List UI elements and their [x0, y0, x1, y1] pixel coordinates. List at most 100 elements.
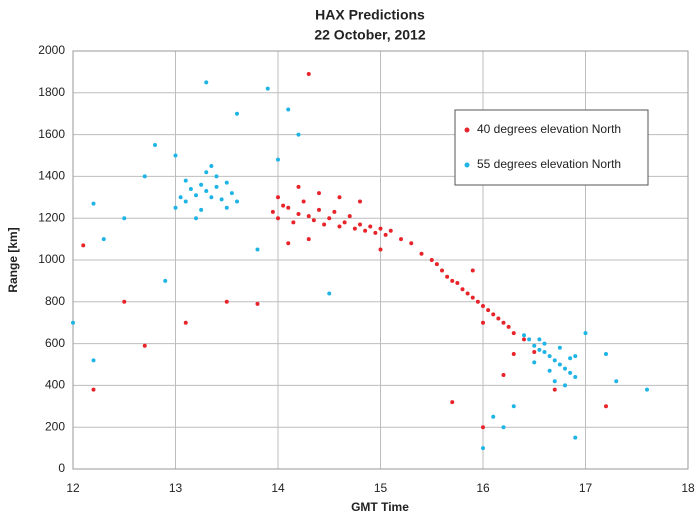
point — [142, 343, 147, 348]
y-tick-label: 1400 — [38, 169, 65, 183]
point — [163, 278, 168, 283]
point — [368, 224, 373, 229]
point — [286, 205, 291, 210]
point — [491, 312, 496, 317]
point — [563, 366, 567, 371]
y-tick-label: 400 — [45, 378, 65, 392]
point — [501, 425, 506, 430]
point — [358, 199, 362, 204]
point — [209, 195, 214, 200]
point — [194, 193, 198, 198]
point — [342, 220, 347, 225]
legend-label: 55 degrees elevation North — [477, 157, 621, 171]
point — [496, 316, 501, 321]
point — [276, 216, 280, 221]
point — [501, 320, 506, 325]
point — [204, 80, 209, 85]
point — [481, 303, 485, 308]
point — [183, 199, 188, 204]
point — [322, 222, 327, 227]
point — [204, 170, 209, 175]
point — [552, 358, 557, 363]
point — [501, 372, 506, 377]
point — [542, 341, 547, 346]
point — [481, 446, 485, 451]
point — [532, 349, 537, 354]
y-tick-label: 800 — [45, 294, 65, 308]
point — [537, 347, 542, 352]
point — [296, 132, 301, 137]
point — [568, 356, 573, 361]
point — [91, 201, 96, 206]
point — [255, 301, 260, 306]
x-tick-label: 18 — [681, 481, 695, 495]
point — [327, 291, 332, 296]
point — [511, 331, 516, 336]
legend-marker — [464, 162, 470, 168]
point — [101, 237, 106, 242]
point — [224, 205, 229, 210]
point — [547, 368, 552, 373]
point — [235, 111, 239, 116]
point — [573, 375, 578, 380]
plot-border — [72, 50, 689, 470]
point — [470, 268, 475, 273]
point — [306, 237, 311, 242]
point — [460, 287, 465, 292]
y-tick-label: 0 — [58, 461, 65, 475]
point — [296, 184, 301, 189]
point — [306, 214, 311, 219]
point — [71, 320, 75, 325]
x-tick-label: 16 — [476, 481, 490, 495]
point — [235, 199, 239, 204]
point — [199, 207, 204, 212]
point — [373, 230, 378, 235]
point — [199, 182, 204, 187]
point — [204, 189, 209, 194]
point — [173, 205, 178, 210]
point — [291, 220, 296, 225]
point — [537, 337, 542, 342]
point — [281, 203, 286, 208]
point — [557, 345, 562, 350]
x-tick-label: 12 — [66, 481, 80, 495]
point — [188, 186, 193, 191]
point — [224, 299, 229, 304]
x-tick-label: 13 — [169, 481, 183, 495]
legend-marker — [464, 127, 470, 133]
x-tick-label: 15 — [374, 481, 388, 495]
point — [645, 387, 649, 392]
point — [542, 349, 547, 354]
point — [378, 226, 383, 231]
point — [450, 278, 455, 283]
legend-label: 40 degrees elevation North — [477, 122, 621, 136]
point — [557, 362, 562, 367]
point — [122, 216, 127, 221]
y-tick-label: 2000 — [38, 43, 65, 57]
point — [337, 224, 342, 229]
point — [583, 331, 588, 336]
point — [286, 107, 291, 112]
point — [614, 379, 619, 384]
point — [522, 333, 526, 338]
y-axis-label: Range [km] — [6, 227, 20, 292]
point — [183, 320, 188, 325]
point — [91, 387, 96, 392]
chart-title: HAX Predictions — [315, 7, 425, 23]
point — [347, 214, 352, 219]
point — [573, 354, 578, 359]
y-tick-label: 1000 — [38, 252, 65, 266]
point — [455, 280, 460, 285]
point — [604, 352, 608, 357]
point — [419, 251, 424, 256]
point — [178, 195, 183, 200]
point — [214, 184, 219, 189]
point — [434, 262, 439, 267]
point — [286, 241, 291, 246]
point — [219, 197, 224, 202]
point — [224, 180, 229, 185]
point — [327, 216, 332, 221]
point — [81, 243, 86, 248]
point — [511, 352, 516, 357]
